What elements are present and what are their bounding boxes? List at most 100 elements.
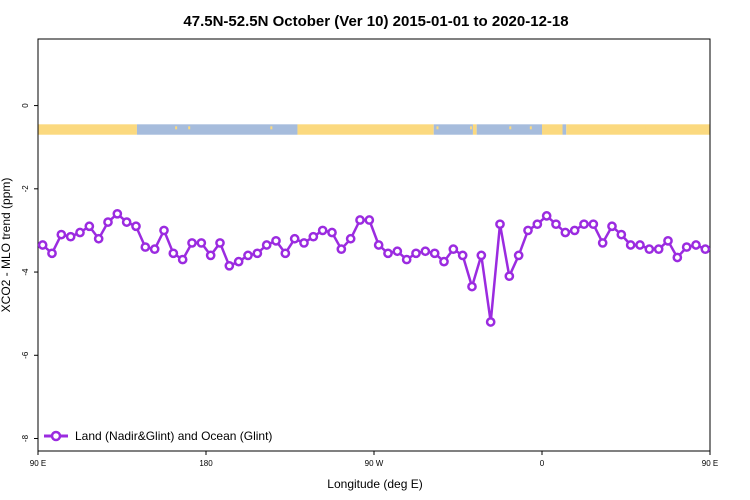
y-tick-label: -6 [21,351,30,359]
data-point [345,233,356,244]
data-point [401,254,412,265]
data-point [457,250,468,261]
strip-island [509,126,512,130]
data-point [560,227,571,238]
data-point [476,250,487,261]
data-point [439,256,449,267]
legend: Land (Nadir&Glint) and Ocean (Glint) [44,429,272,443]
data-point [112,208,123,219]
data-point [327,227,337,238]
data-point [569,225,580,236]
data-point [635,240,645,250]
data-point [93,233,104,244]
data-point [355,215,365,225]
data-point [103,217,113,227]
data-point [289,233,300,244]
data-point [663,235,673,246]
data-point [467,281,477,292]
data-point [271,235,281,246]
data-point [187,238,197,248]
x-tick-label: 0 [540,459,545,468]
data-point [196,238,207,248]
legend-label: Land (Nadir&Glint) and Ocean (Glint) [75,429,272,443]
strip-island [529,126,532,130]
data-point [317,225,328,236]
data-point [691,240,701,250]
data-point [336,244,347,255]
data-point [56,229,67,240]
data-point [588,219,599,230]
x-axis-label: Longitude (deg E) [327,477,422,491]
strip-island [175,126,178,130]
data-point [149,244,160,255]
strip-land-segment [542,124,563,135]
data-point [205,250,216,261]
data-point [523,225,533,236]
y-tick-label: -8 [21,434,30,442]
data-point [541,211,552,221]
strip-land-segment [472,124,477,135]
data-point [625,240,636,250]
strip-island [470,126,473,130]
data-point [233,256,244,267]
data-point [215,238,225,248]
strip-ocean-segment [476,124,542,135]
data-point [47,248,57,259]
x-tick-label: 90 W [365,459,384,468]
data-point [616,229,627,240]
data-point [168,248,179,259]
data-point [551,219,561,230]
y-tick-label: 0 [21,103,30,108]
data-point [252,248,263,259]
data-point [308,231,319,242]
data-point [644,244,655,255]
y-tick-label: -2 [21,185,30,193]
data-point [140,242,151,252]
legend-marker-swatch [50,430,62,442]
strip-island [643,126,646,130]
strip-island [673,126,676,130]
data-point [448,244,459,255]
data-point [243,250,253,261]
data-point [261,240,272,250]
data-point [75,227,85,238]
data-point [532,219,543,230]
data-point [485,317,496,327]
series-line [41,212,706,324]
data-point [579,219,589,230]
data-point [607,221,617,232]
strip-ocean-segment [136,124,298,135]
data-point [121,217,132,227]
data-point [65,231,76,242]
data-point [681,242,692,252]
data-point [373,240,384,250]
data-point [597,238,608,248]
strip-island [436,126,439,130]
strip-island [188,126,191,130]
data-point [131,221,141,232]
x-tick-label: 180 [199,459,213,468]
strip-land-segment [297,124,434,135]
data-point [672,252,683,263]
strip-ocean-segment [562,124,567,135]
data-point [392,246,403,257]
plot-area: 0 -2 -4 -6 -8 90 E 180 90 W 0 90 E [21,38,718,468]
data-point [280,248,291,259]
data-point [653,244,664,255]
x-tick-label: 90 E [30,459,46,468]
data-point [364,215,375,225]
x-tick-label: 90 E [702,459,718,468]
data-point [700,244,711,255]
data-point [383,248,393,259]
data-point [411,248,421,259]
data-point [495,219,505,230]
strip-ocean-segment [433,124,473,135]
data-point [513,250,524,261]
y-axis-label: XCO2 - MLO trend (ppm) [0,178,13,313]
data-point [159,225,169,236]
strip-island [270,126,273,130]
data-point [84,221,95,232]
data-point [37,240,48,250]
data-point [299,238,309,248]
